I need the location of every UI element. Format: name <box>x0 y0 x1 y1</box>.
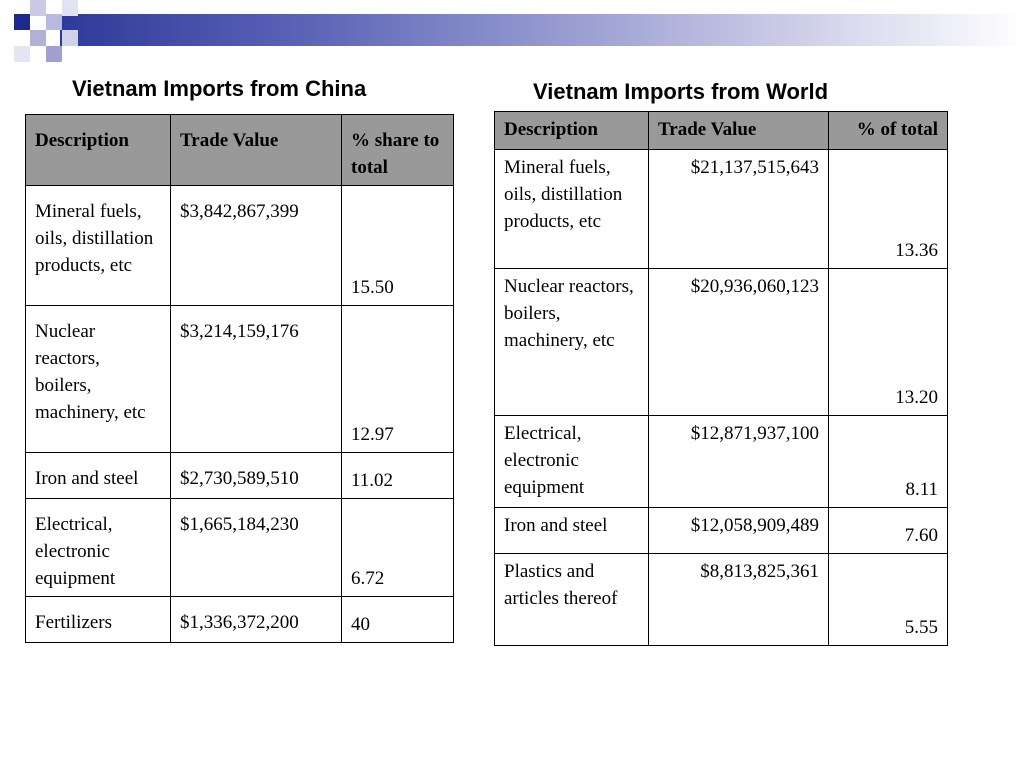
table-row: Electrical, electronic equipment $12,871… <box>494 415 948 508</box>
cell-description: Plastics and articles thereof <box>494 553 649 646</box>
table-header-row: Description Trade Value % of total <box>494 111 948 150</box>
column-header-trade-value: Trade Value <box>648 111 829 150</box>
cell-description: Nuclear reactors, boilers, machinery, et… <box>494 268 649 416</box>
table-row: Mineral fuels, oils, distillation produc… <box>25 185 454 306</box>
decor-square <box>46 46 62 62</box>
column-header-share: % share to total <box>341 114 454 186</box>
cell-description: Mineral fuels, oils, distillation produc… <box>25 185 171 306</box>
cell-description: Electrical, electronic equipment <box>25 498 171 597</box>
cell-description: Electrical, electronic equipment <box>494 415 649 508</box>
china-table-title: Vietnam Imports from China <box>72 76 367 101</box>
cell-description: Mineral fuels, oils, distillation produc… <box>494 149 649 269</box>
decor-square <box>14 46 30 62</box>
world-imports-table: Description Trade Value % of total Miner… <box>494 111 948 646</box>
cell-share: 5.55 <box>828 553 948 646</box>
cell-share: 15.50 <box>341 185 454 306</box>
column-header-share: % of total <box>828 111 948 150</box>
decor-square <box>62 30 78 46</box>
column-header-description: Description <box>25 114 171 186</box>
cell-trade-value: $20,936,060,123 <box>648 268 829 416</box>
cell-description: Fertilizers <box>25 596 171 643</box>
column-header-trade-value: Trade Value <box>170 114 342 186</box>
cell-trade-value: $3,842,867,399 <box>170 185 342 306</box>
header-gradient-bar <box>60 14 1024 46</box>
decor-square <box>46 14 62 30</box>
cell-share: 13.36 <box>828 149 948 269</box>
decor-square <box>62 0 78 16</box>
cell-share: 7.60 <box>828 507 948 554</box>
decor-square <box>30 0 46 16</box>
table-row: Mineral fuels, oils, distillation produc… <box>494 149 948 269</box>
cell-trade-value: $1,665,184,230 <box>170 498 342 597</box>
table-row: Iron and steel $2,730,589,510 11.02 <box>25 452 454 499</box>
cell-trade-value: $1,336,372,200 <box>170 596 342 643</box>
table-row: Plastics and articles thereof $8,813,825… <box>494 553 948 646</box>
column-header-description: Description <box>494 111 649 150</box>
table-row: Nuclear reactors, boilers, machinery, et… <box>25 305 454 453</box>
cell-description: Nuclear reactors, boilers, machinery, et… <box>25 305 171 453</box>
cell-share: 12.97 <box>341 305 454 453</box>
table-row: Fertilizers $1,336,372,200 40 <box>25 596 454 643</box>
cell-trade-value: $12,871,937,100 <box>648 415 829 508</box>
cell-trade-value: $21,137,515,643 <box>648 149 829 269</box>
cell-trade-value: $8,813,825,361 <box>648 553 829 646</box>
table-row: Nuclear reactors, boilers, machinery, et… <box>494 268 948 416</box>
cell-trade-value: $2,730,589,510 <box>170 452 342 499</box>
cell-trade-value: $3,214,159,176 <box>170 305 342 453</box>
decor-square <box>30 30 46 46</box>
world-table-title: Vietnam Imports from World <box>533 79 829 104</box>
cell-share: 13.20 <box>828 268 948 416</box>
cell-description: Iron and steel <box>25 452 171 499</box>
cell-share: 6.72 <box>341 498 454 597</box>
table-header-row: Description Trade Value % share to total <box>25 114 454 186</box>
decor-square <box>14 14 30 30</box>
cell-description: Iron and steel <box>494 507 649 554</box>
cell-share: 40 <box>341 596 454 643</box>
table-row: Iron and steel $12,058,909,489 7.60 <box>494 507 948 554</box>
cell-trade-value: $12,058,909,489 <box>648 507 829 554</box>
table-row: Electrical, electronic equipment $1,665,… <box>25 498 454 597</box>
china-imports-table: Description Trade Value % share to total… <box>25 114 454 643</box>
cell-share: 11.02 <box>341 452 454 499</box>
cell-share: 8.11 <box>828 415 948 508</box>
